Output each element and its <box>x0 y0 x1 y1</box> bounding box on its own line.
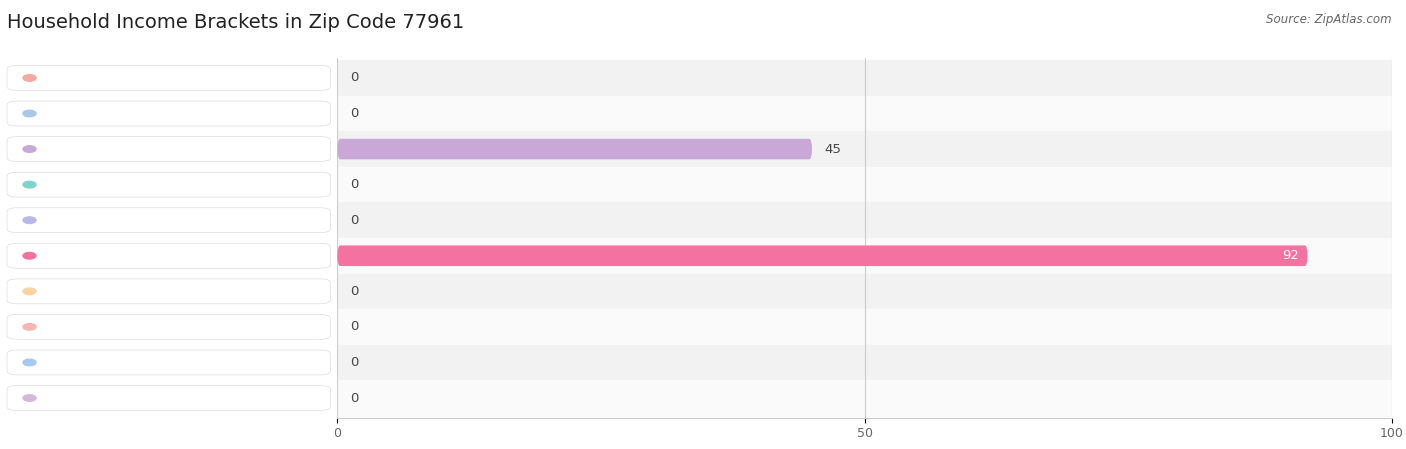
Text: $35,000 to $49,999: $35,000 to $49,999 <box>52 213 162 227</box>
Text: 45: 45 <box>824 143 842 155</box>
Text: Less than $10,000: Less than $10,000 <box>52 71 174 84</box>
Bar <box>337 345 1392 380</box>
Bar <box>337 273 1392 309</box>
Text: $15,000 to $24,999: $15,000 to $24,999 <box>52 142 162 156</box>
Bar <box>337 167 1392 202</box>
Text: 0: 0 <box>350 71 359 84</box>
Bar <box>337 131 1392 167</box>
Text: 92: 92 <box>1282 249 1299 262</box>
FancyBboxPatch shape <box>337 139 813 159</box>
FancyBboxPatch shape <box>337 246 1308 266</box>
Text: Source: ZipAtlas.com: Source: ZipAtlas.com <box>1267 13 1392 26</box>
Bar <box>337 380 1392 416</box>
Text: $10,000 to $14,999: $10,000 to $14,999 <box>52 106 162 120</box>
Text: 0: 0 <box>350 214 359 227</box>
Bar <box>337 60 1392 96</box>
Bar <box>337 309 1392 345</box>
Text: $25,000 to $34,999: $25,000 to $34,999 <box>52 178 162 192</box>
Text: $200,000+: $200,000+ <box>52 392 127 405</box>
Text: 0: 0 <box>350 107 359 120</box>
Text: Household Income Brackets in Zip Code 77961: Household Income Brackets in Zip Code 77… <box>7 13 464 32</box>
Bar <box>337 238 1392 273</box>
Text: $75,000 to $99,999: $75,000 to $99,999 <box>52 284 162 298</box>
Text: $150,000 to $199,999: $150,000 to $199,999 <box>52 356 179 370</box>
Bar <box>337 96 1392 131</box>
Text: 0: 0 <box>350 392 359 405</box>
Text: 0: 0 <box>350 321 359 333</box>
Text: $100,000 to $149,999: $100,000 to $149,999 <box>52 320 179 334</box>
Text: 0: 0 <box>350 178 359 191</box>
Bar <box>337 202 1392 238</box>
Text: 0: 0 <box>350 285 359 298</box>
Text: 0: 0 <box>350 356 359 369</box>
Text: $50,000 to $74,999: $50,000 to $74,999 <box>52 249 162 263</box>
